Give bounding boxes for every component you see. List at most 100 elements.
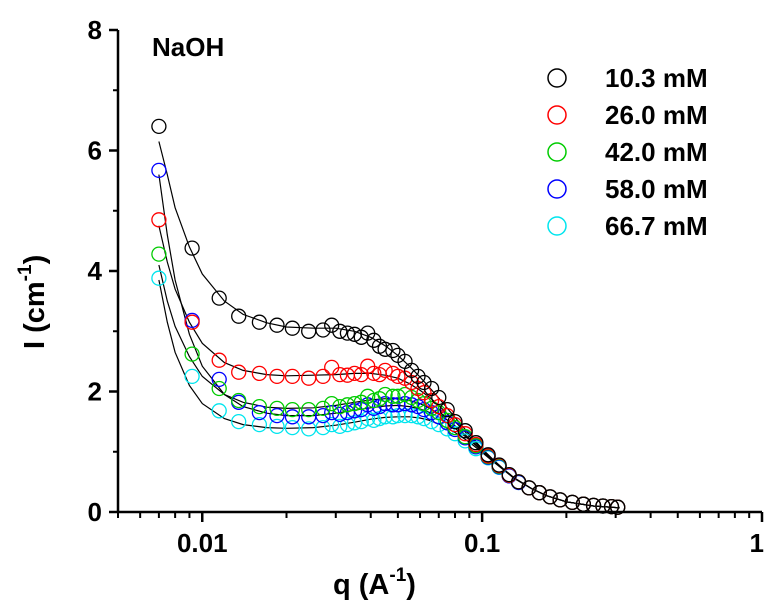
data-point bbox=[284, 419, 301, 436]
data-point bbox=[284, 401, 301, 418]
data-point bbox=[211, 371, 227, 388]
data-point bbox=[564, 494, 580, 511]
data-point bbox=[439, 407, 455, 424]
data-point bbox=[211, 403, 227, 419]
data-point bbox=[332, 398, 348, 415]
x-tick-label: 0.1 bbox=[464, 528, 500, 558]
legend-marker bbox=[547, 216, 567, 236]
data-point bbox=[301, 370, 317, 386]
data-point bbox=[284, 409, 301, 425]
data-point bbox=[184, 314, 200, 330]
data-point bbox=[385, 388, 401, 404]
data-point bbox=[151, 162, 167, 179]
data-point bbox=[410, 368, 426, 385]
legend-label: 26.0 mM bbox=[605, 100, 708, 130]
data-point bbox=[284, 368, 301, 385]
x-tick-label: 0.01 bbox=[177, 528, 228, 558]
data-point bbox=[377, 362, 393, 379]
legend-label: 42.0 mM bbox=[605, 137, 708, 167]
data-point bbox=[416, 410, 432, 427]
data-point bbox=[315, 368, 331, 385]
data-point bbox=[231, 413, 247, 430]
legend-label: 66.7 mM bbox=[605, 211, 708, 241]
data-point bbox=[531, 485, 547, 501]
fit-curve bbox=[158, 279, 620, 509]
data-point bbox=[480, 447, 496, 463]
data-point bbox=[332, 366, 348, 383]
data-point bbox=[269, 368, 285, 385]
fit-curve bbox=[158, 174, 620, 509]
data-point bbox=[284, 320, 301, 336]
data-point bbox=[184, 240, 200, 256]
y-tick-label: 4 bbox=[88, 256, 103, 286]
data-point bbox=[231, 364, 247, 380]
data-point bbox=[431, 398, 447, 415]
data-point bbox=[269, 400, 285, 417]
panel-annotation: NaOH bbox=[152, 32, 224, 62]
legend-marker bbox=[547, 179, 567, 199]
y-axis-title-tail: ) bbox=[19, 255, 51, 265]
y-tick-label: 8 bbox=[88, 15, 102, 45]
legend: 10.3 mM 26.0 mM 42.0 mM 58.0 mM 66.7 mM bbox=[547, 63, 708, 241]
x-axis-title-sup: -1 bbox=[389, 565, 406, 586]
data-point bbox=[390, 368, 406, 385]
data-point bbox=[416, 395, 432, 412]
data-point bbox=[339, 325, 356, 341]
data-point bbox=[447, 426, 463, 442]
legend-label: 58.0 mM bbox=[605, 174, 708, 204]
data-point bbox=[211, 380, 227, 397]
data-point bbox=[324, 317, 340, 333]
data-point bbox=[251, 416, 268, 433]
x-axis-title-tail: ) bbox=[406, 569, 416, 601]
data-point bbox=[151, 270, 167, 286]
data-point bbox=[439, 401, 455, 418]
data-point bbox=[324, 395, 340, 412]
y-axis-title-sup: -1 bbox=[15, 264, 36, 281]
data-point bbox=[324, 416, 340, 433]
data-point bbox=[269, 407, 285, 424]
legend-marker bbox=[547, 105, 567, 125]
y-tick-label: 6 bbox=[88, 136, 102, 166]
data-point bbox=[423, 400, 440, 417]
data-point bbox=[416, 374, 432, 391]
data-point bbox=[269, 317, 285, 333]
data-point bbox=[324, 359, 340, 376]
data-point bbox=[324, 404, 340, 421]
data-point bbox=[332, 418, 348, 435]
axis-ticks: 0 2 4 6 8 0.01 0.1 1 bbox=[88, 15, 764, 558]
data-point bbox=[542, 489, 558, 505]
data-point bbox=[457, 423, 473, 439]
y-tick-label: 2 bbox=[88, 377, 102, 407]
data-point bbox=[231, 392, 247, 409]
data-point bbox=[315, 400, 331, 417]
data-point bbox=[610, 499, 626, 515]
y-axis-title-main: I (cm bbox=[19, 281, 51, 349]
data-point bbox=[211, 352, 227, 368]
data-point bbox=[332, 323, 348, 339]
fit-curve bbox=[158, 141, 620, 509]
x-axis-title: q (A-1) bbox=[333, 565, 416, 601]
data-point bbox=[521, 480, 537, 496]
data-point bbox=[251, 398, 268, 415]
data-point bbox=[251, 404, 268, 421]
data-point bbox=[231, 308, 247, 324]
data-point bbox=[377, 341, 393, 357]
data-point bbox=[603, 498, 620, 515]
legend-marker bbox=[547, 142, 567, 162]
data-point bbox=[269, 418, 285, 435]
data-point bbox=[416, 401, 432, 418]
data-point bbox=[397, 386, 413, 403]
data-point bbox=[501, 466, 517, 483]
data-point bbox=[366, 365, 382, 382]
data-point bbox=[377, 386, 393, 403]
x-tick-label: 1 bbox=[750, 528, 764, 558]
data-point bbox=[346, 326, 363, 342]
data-point bbox=[151, 212, 167, 228]
data-point bbox=[151, 246, 167, 262]
data-point bbox=[491, 457, 507, 473]
data-points bbox=[151, 118, 626, 515]
data-point bbox=[315, 322, 331, 338]
data-point bbox=[301, 323, 317, 339]
fit-curves bbox=[158, 141, 620, 509]
data-point bbox=[332, 406, 348, 423]
